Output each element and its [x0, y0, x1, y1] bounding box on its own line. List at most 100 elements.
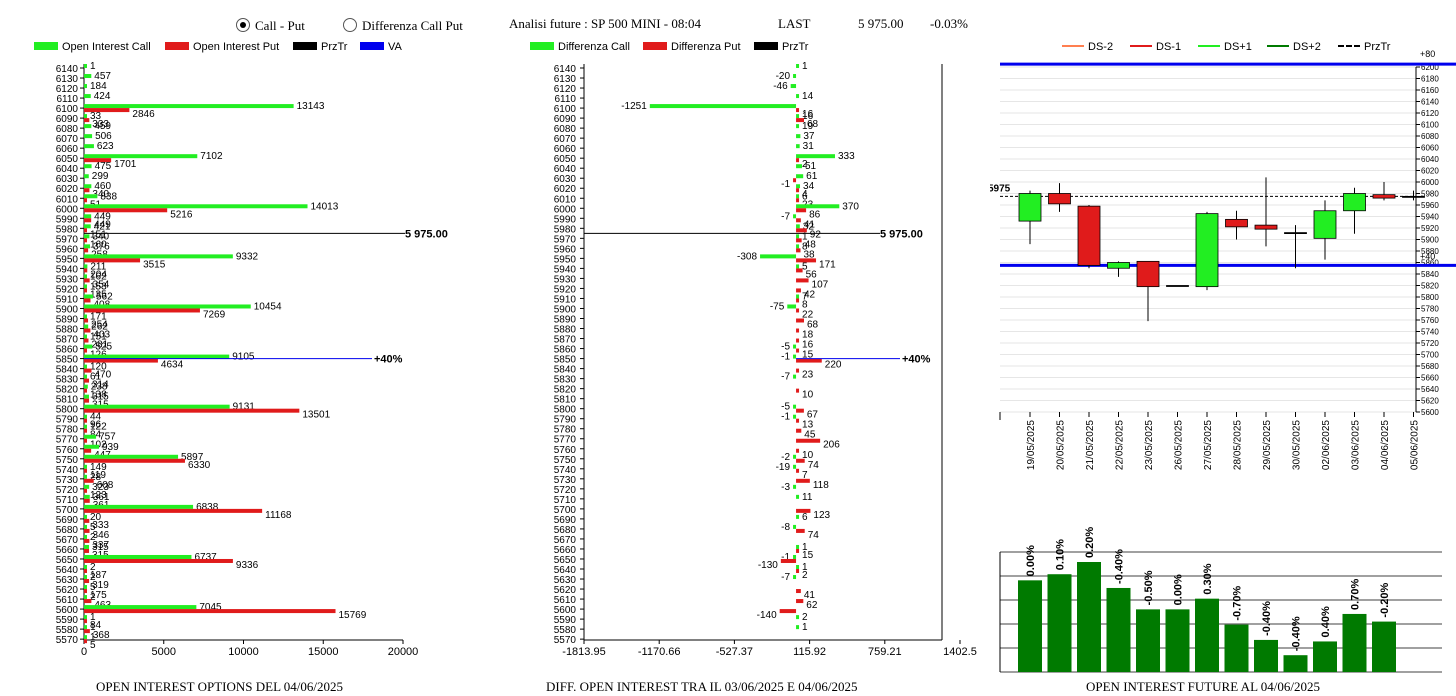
- y-tick-label: 5780: [1421, 305, 1439, 314]
- candle-body: [1166, 285, 1189, 287]
- strike-label: 5970: [554, 234, 577, 245]
- diff-put-bar: [796, 458, 805, 463]
- call-bar: [84, 164, 92, 169]
- diff-call-label: -5: [781, 342, 790, 353]
- diff-call-label: -7: [781, 372, 790, 383]
- strike-label: 6000: [56, 204, 79, 215]
- oi-change-label: -0.40%: [1261, 601, 1273, 636]
- call-bar: [84, 64, 87, 68]
- strike-label: 6080: [554, 124, 577, 135]
- diff-call-bar: [793, 354, 797, 359]
- put-bar: [84, 558, 233, 563]
- legend-diff-prztr: PrzTr: [754, 41, 808, 53]
- va-label: +40%: [902, 354, 931, 366]
- last-label: LAST: [778, 16, 811, 31]
- x-tick-label: 759.21: [868, 646, 902, 658]
- call-bar: [84, 74, 92, 79]
- call-value-label: 376: [93, 241, 110, 252]
- diff-call-bar: [796, 204, 840, 209]
- diff-call-label: 14: [802, 91, 814, 102]
- call-bar: [84, 394, 90, 399]
- call-value-label: 7045: [199, 602, 222, 613]
- call-value-label: 457: [94, 71, 111, 82]
- call-value-label: 2: [90, 572, 96, 583]
- strike-label: 5870: [554, 335, 577, 346]
- oi-change-label: -0.40%: [1291, 616, 1303, 651]
- y-tick-label: 5800: [1421, 293, 1439, 302]
- diff-put-label: 68: [807, 119, 819, 130]
- call-value-label: 238: [91, 382, 108, 393]
- diff-put-bar: [779, 609, 797, 614]
- put-bar: [84, 538, 90, 543]
- legend-swatch-blue: [360, 42, 384, 50]
- strike-label: 5710: [554, 495, 577, 506]
- diff-call-label: -1: [781, 352, 790, 363]
- put-bar: [84, 609, 336, 614]
- call-value-label: 33: [90, 111, 102, 122]
- oi-bar: [1283, 655, 1308, 672]
- call-value-label: 151: [90, 332, 107, 343]
- diff-put-bar: [796, 118, 804, 123]
- strike-label: 5750: [56, 455, 79, 466]
- oi-change-label: 0.10%: [1055, 539, 1067, 570]
- oi-bar: [1313, 641, 1337, 672]
- strike-label: 5880: [554, 325, 577, 336]
- call-bar: [84, 484, 90, 489]
- diff-put-label: 2: [802, 159, 808, 170]
- put-bar: [84, 569, 87, 573]
- diff-radio[interactable]: Differenza Call Put: [343, 18, 463, 34]
- call-value-label: 757: [99, 432, 116, 443]
- legend-label: Differenza Call: [558, 41, 630, 53]
- call-value-label: 623: [97, 141, 114, 152]
- call-value-label: 459: [94, 121, 111, 132]
- diff-put-label: 68: [807, 320, 819, 331]
- radio-unselected-icon[interactable]: [343, 18, 357, 32]
- strike-label: 6020: [56, 184, 79, 195]
- put-bar: [84, 198, 87, 203]
- legend-label: PrzTr: [1364, 41, 1391, 53]
- diff-put-label: 74: [808, 530, 820, 541]
- legend-swatch-red: [643, 42, 667, 50]
- diff-call-bar: [796, 544, 800, 549]
- diff-call-label: 7: [802, 291, 808, 302]
- call-value-label: 2: [90, 532, 96, 543]
- legend-oi-put: Open Interest Put: [165, 41, 279, 53]
- diff-put-bar: [796, 208, 807, 213]
- diff-call-label: 2: [802, 612, 808, 623]
- oi-bar: [1254, 639, 1278, 672]
- radio-selected-icon[interactable]: [236, 18, 250, 32]
- date-label: 22/05/2025: [1115, 420, 1126, 470]
- diff-call-label: 16: [802, 111, 814, 122]
- strike-label: 5810: [554, 395, 577, 406]
- call-bar: [84, 244, 90, 249]
- diff-put-label: 2: [802, 570, 808, 581]
- call-bar: [84, 254, 233, 259]
- call-bar: [84, 434, 97, 439]
- y-tick-label: 6140: [1421, 98, 1439, 107]
- call-bar: [84, 464, 87, 469]
- call-bar: [84, 134, 93, 139]
- call-value-label: 460: [94, 181, 111, 192]
- oi-bar: [1342, 613, 1367, 672]
- strike-label: 5680: [56, 525, 79, 536]
- call-value-label: 44: [90, 412, 102, 423]
- x-tick-label: 115.92: [793, 646, 826, 658]
- date-label: 03/06/2025: [1351, 420, 1362, 470]
- candle-body: [1048, 193, 1071, 205]
- strike-label: 5940: [554, 264, 577, 275]
- strike-label: 5600: [56, 605, 79, 616]
- put-value-label: 119: [90, 470, 106, 481]
- date-label: 27/05/2025: [1203, 420, 1214, 470]
- band-top-label: +80: [1420, 49, 1435, 59]
- call-put-radio[interactable]: Call - Put: [236, 18, 305, 34]
- put-bar: [84, 478, 94, 483]
- call-value-label: 153: [90, 281, 107, 292]
- oi-bar: [1372, 621, 1396, 672]
- date-label: 20/05/2025: [1056, 420, 1067, 470]
- call-value-label: 14013: [311, 201, 339, 212]
- candle-body: [1402, 195, 1425, 198]
- strike-label: 5810: [56, 395, 79, 406]
- strike-label: 5920: [554, 284, 577, 295]
- call-value-label: 5: [90, 582, 96, 593]
- x-tick-label: -1170.66: [638, 646, 681, 658]
